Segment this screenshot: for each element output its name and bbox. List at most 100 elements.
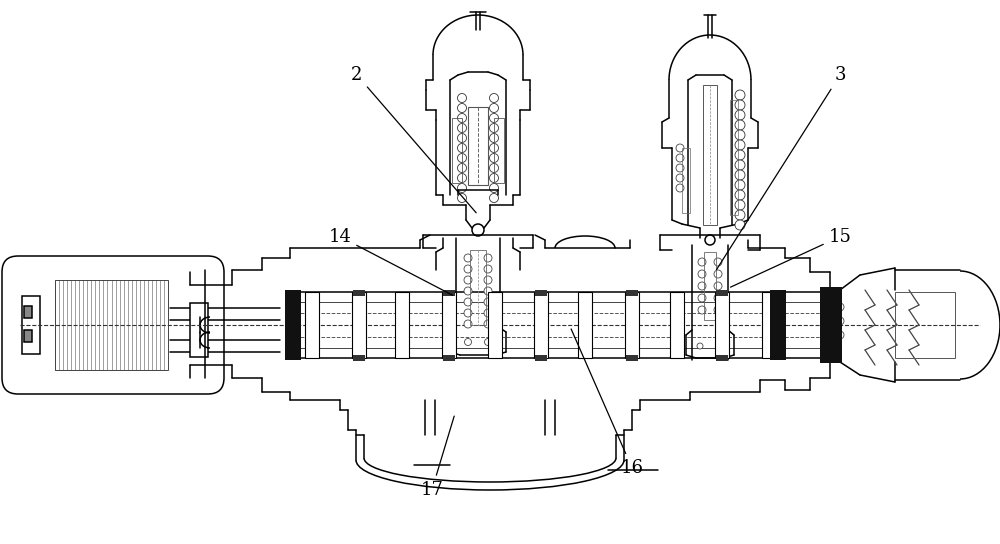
- Bar: [716, 355, 728, 361]
- Circle shape: [464, 265, 472, 273]
- Bar: [353, 290, 365, 296]
- Circle shape: [472, 224, 484, 236]
- Bar: [535, 290, 547, 296]
- Circle shape: [490, 183, 498, 193]
- Bar: [762, 292, 776, 358]
- Text: 3: 3: [716, 66, 846, 270]
- Bar: [22, 296, 40, 354]
- Circle shape: [490, 103, 498, 113]
- Circle shape: [735, 110, 745, 120]
- Text: 15: 15: [731, 227, 851, 287]
- Circle shape: [458, 153, 466, 163]
- Circle shape: [735, 130, 745, 140]
- Circle shape: [714, 270, 722, 278]
- Circle shape: [458, 103, 466, 113]
- Text: 17: 17: [421, 416, 454, 499]
- Bar: [626, 290, 638, 296]
- Circle shape: [458, 164, 466, 172]
- Bar: [534, 292, 548, 358]
- Bar: [820, 287, 842, 363]
- Circle shape: [464, 320, 472, 328]
- Circle shape: [458, 194, 466, 202]
- FancyBboxPatch shape: [2, 256, 224, 394]
- Bar: [625, 292, 639, 358]
- Circle shape: [464, 287, 472, 295]
- Bar: [443, 355, 455, 361]
- Bar: [442, 292, 456, 358]
- Bar: [704, 252, 716, 320]
- Circle shape: [735, 120, 745, 130]
- Text: 2: 2: [351, 66, 476, 213]
- Bar: [190, 303, 208, 357]
- Circle shape: [735, 140, 745, 150]
- Circle shape: [464, 309, 472, 317]
- Circle shape: [676, 184, 684, 192]
- Circle shape: [458, 114, 466, 122]
- Circle shape: [458, 133, 466, 143]
- Text: 14: 14: [329, 227, 453, 295]
- Circle shape: [735, 90, 745, 100]
- Circle shape: [698, 258, 706, 266]
- Circle shape: [490, 123, 498, 133]
- Circle shape: [458, 144, 466, 152]
- Circle shape: [484, 276, 492, 284]
- Circle shape: [676, 164, 684, 172]
- Bar: [443, 290, 455, 296]
- Circle shape: [490, 164, 498, 172]
- Bar: [670, 292, 684, 358]
- Circle shape: [484, 298, 492, 306]
- Bar: [578, 292, 592, 358]
- Bar: [24, 306, 32, 318]
- Circle shape: [836, 317, 844, 325]
- Circle shape: [836, 331, 844, 339]
- Bar: [470, 250, 486, 325]
- Bar: [352, 292, 366, 358]
- Bar: [305, 292, 319, 358]
- Circle shape: [735, 220, 745, 230]
- Bar: [535, 355, 547, 361]
- Bar: [395, 292, 409, 358]
- Circle shape: [735, 100, 745, 110]
- Circle shape: [490, 194, 498, 202]
- Bar: [468, 107, 488, 185]
- Bar: [55, 280, 168, 370]
- Circle shape: [735, 170, 745, 180]
- Bar: [494, 118, 504, 183]
- Circle shape: [490, 114, 498, 122]
- Circle shape: [490, 133, 498, 143]
- Bar: [488, 292, 502, 358]
- Bar: [730, 100, 738, 215]
- Circle shape: [464, 276, 472, 284]
- Circle shape: [714, 258, 722, 266]
- Circle shape: [484, 265, 492, 273]
- Circle shape: [676, 144, 684, 152]
- Bar: [770, 290, 786, 360]
- Circle shape: [676, 154, 684, 162]
- Bar: [895, 292, 955, 358]
- Circle shape: [458, 94, 466, 102]
- Circle shape: [484, 338, 492, 345]
- Text: 16: 16: [571, 329, 644, 477]
- Circle shape: [735, 190, 745, 200]
- Circle shape: [484, 309, 492, 317]
- Circle shape: [698, 306, 706, 314]
- Circle shape: [490, 144, 498, 152]
- Circle shape: [697, 343, 703, 349]
- Circle shape: [714, 294, 722, 302]
- Bar: [703, 85, 717, 225]
- Bar: [626, 355, 638, 361]
- Circle shape: [717, 343, 723, 349]
- Circle shape: [735, 210, 745, 220]
- Circle shape: [458, 123, 466, 133]
- Circle shape: [464, 338, 472, 345]
- Circle shape: [705, 235, 715, 245]
- Circle shape: [490, 94, 498, 102]
- Bar: [452, 118, 462, 183]
- Bar: [715, 292, 729, 358]
- Circle shape: [735, 150, 745, 160]
- Bar: [353, 355, 365, 361]
- Circle shape: [458, 174, 466, 182]
- Circle shape: [458, 183, 466, 193]
- Circle shape: [464, 254, 472, 262]
- Circle shape: [698, 270, 706, 278]
